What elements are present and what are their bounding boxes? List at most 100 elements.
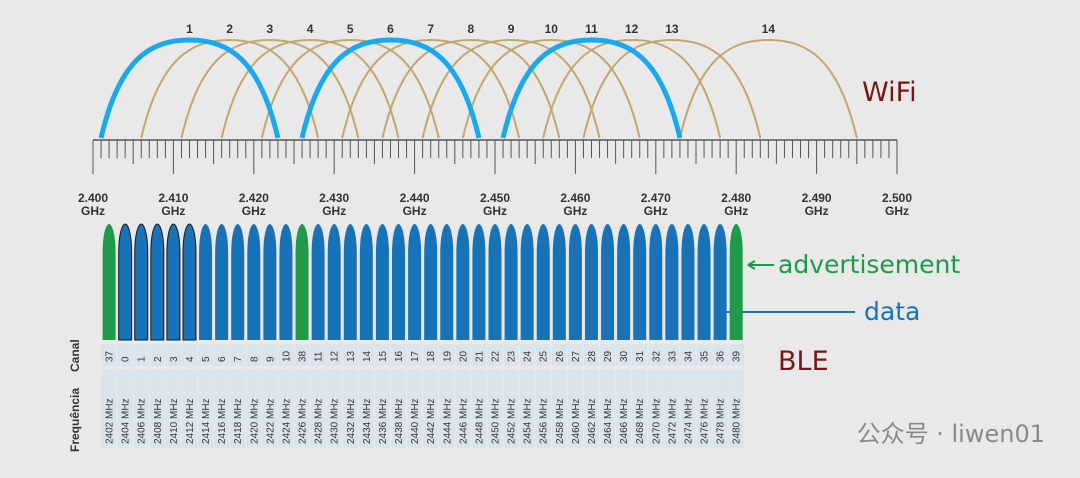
ble-channel <box>601 224 615 340</box>
ble-channel <box>102 224 116 340</box>
ble-channel <box>134 223 149 341</box>
channel-frequency: 2410 MHz <box>169 398 180 444</box>
channel-frequency: 2406 MHz <box>137 398 148 444</box>
ble-channel <box>247 224 261 340</box>
ble-channel <box>199 224 213 340</box>
table-cell <box>391 369 407 448</box>
table-cell <box>391 344 407 366</box>
wifi-arc <box>461 38 641 139</box>
channel-frequency: 2416 MHz <box>217 398 228 444</box>
scale-unit: GHz <box>161 204 185 218</box>
ble-channel <box>665 224 679 340</box>
wifi-channel-label: 14 <box>762 22 776 36</box>
table-cell <box>342 369 358 448</box>
channel-number: 8 <box>249 356 260 362</box>
ble-channel <box>520 224 534 340</box>
scale-label: 2.480 <box>721 191 751 205</box>
ble-channel <box>408 224 422 340</box>
wifi-channel-label: 7 <box>427 22 434 36</box>
channel-frequency: 2476 MHz <box>700 398 711 444</box>
channel-frequency: 2408 MHz <box>153 398 164 444</box>
table-cell <box>181 369 197 448</box>
table-cell <box>358 344 374 366</box>
ble-channel <box>150 223 165 341</box>
channel-number: 19 <box>442 350 453 362</box>
channel-number: 9 <box>265 356 276 362</box>
table-cell <box>230 369 246 448</box>
table-cell <box>519 344 535 366</box>
channel-number: 29 <box>603 350 614 362</box>
channel-frequency: 2412 MHz <box>185 398 196 444</box>
table-cell <box>616 369 632 448</box>
ble-channel <box>697 224 711 340</box>
scale-unit: GHz <box>483 204 507 218</box>
table-cell <box>310 369 326 448</box>
table-cell <box>149 369 165 448</box>
scale-unit: GHz <box>724 204 748 218</box>
scale-unit: GHz <box>242 204 266 218</box>
ble-channel <box>166 223 181 341</box>
table-cell <box>455 344 471 366</box>
ble-channel <box>424 224 438 340</box>
channel-number: 11 <box>314 351 325 362</box>
table-cell <box>214 369 230 448</box>
table-cell <box>551 369 567 448</box>
channel-number: 31 <box>635 350 646 362</box>
channel-number: 24 <box>523 350 534 362</box>
wifi-channel-label: 13 <box>665 22 679 36</box>
ble-channel <box>488 224 502 340</box>
channel-number: 17 <box>410 350 421 362</box>
table-cell <box>278 344 294 366</box>
channel-number: 14 <box>362 350 373 362</box>
ble-channel <box>182 223 197 341</box>
table-cell <box>567 369 583 448</box>
table-cell <box>487 369 503 448</box>
table-cell <box>471 344 487 366</box>
table-cell <box>230 344 246 366</box>
channel-frequency: 2434 MHz <box>362 398 373 444</box>
table-cell <box>407 369 423 448</box>
table-cell <box>616 344 632 366</box>
channel-number: 13 <box>346 350 357 362</box>
wifi-label: WiFi <box>862 77 917 108</box>
table-cell <box>246 369 262 448</box>
channel-frequency: 2426 MHz <box>298 398 309 444</box>
wifi-arc <box>260 38 440 139</box>
wifi-arc <box>98 37 281 139</box>
ble-channel <box>552 224 566 340</box>
table-cell <box>648 369 664 448</box>
wifi-channel-label: 6 <box>387 22 394 36</box>
table-cell <box>535 344 551 366</box>
table-cell <box>358 369 374 448</box>
ble-channel <box>231 224 245 340</box>
channel-frequency: 2444 MHz <box>442 398 453 444</box>
table-cell <box>165 369 181 448</box>
scale-label: 2.430 <box>319 191 349 205</box>
table-cell <box>101 344 117 366</box>
table-cell <box>696 369 712 448</box>
table-cell <box>712 344 728 366</box>
channel-frequency: 2470 MHz <box>651 398 662 444</box>
ble-channel <box>392 224 406 340</box>
wifi-channel-label: 2 <box>226 22 233 36</box>
wifi-arc <box>341 38 521 139</box>
scale-unit: GHz <box>885 204 909 218</box>
table-cell <box>133 369 149 448</box>
watermark: 公众号 · liwen01 <box>857 420 1045 448</box>
channel-frequency: 2422 MHz <box>265 398 276 444</box>
channel-frequency: 2442 MHz <box>426 398 437 444</box>
channel-frequency: 2430 MHz <box>330 398 341 444</box>
table-cell <box>262 344 278 366</box>
table-cell <box>407 344 423 366</box>
ble-channel <box>295 224 309 340</box>
table-cell <box>471 369 487 448</box>
scale-label: 2.450 <box>480 191 510 205</box>
table-cell <box>214 344 230 366</box>
channel-number: 21 <box>474 350 485 362</box>
channel-number: 36 <box>716 350 727 362</box>
table-cell <box>503 344 519 366</box>
ble-channel <box>633 224 647 340</box>
table-cell <box>664 369 680 448</box>
table-cell <box>664 344 680 366</box>
